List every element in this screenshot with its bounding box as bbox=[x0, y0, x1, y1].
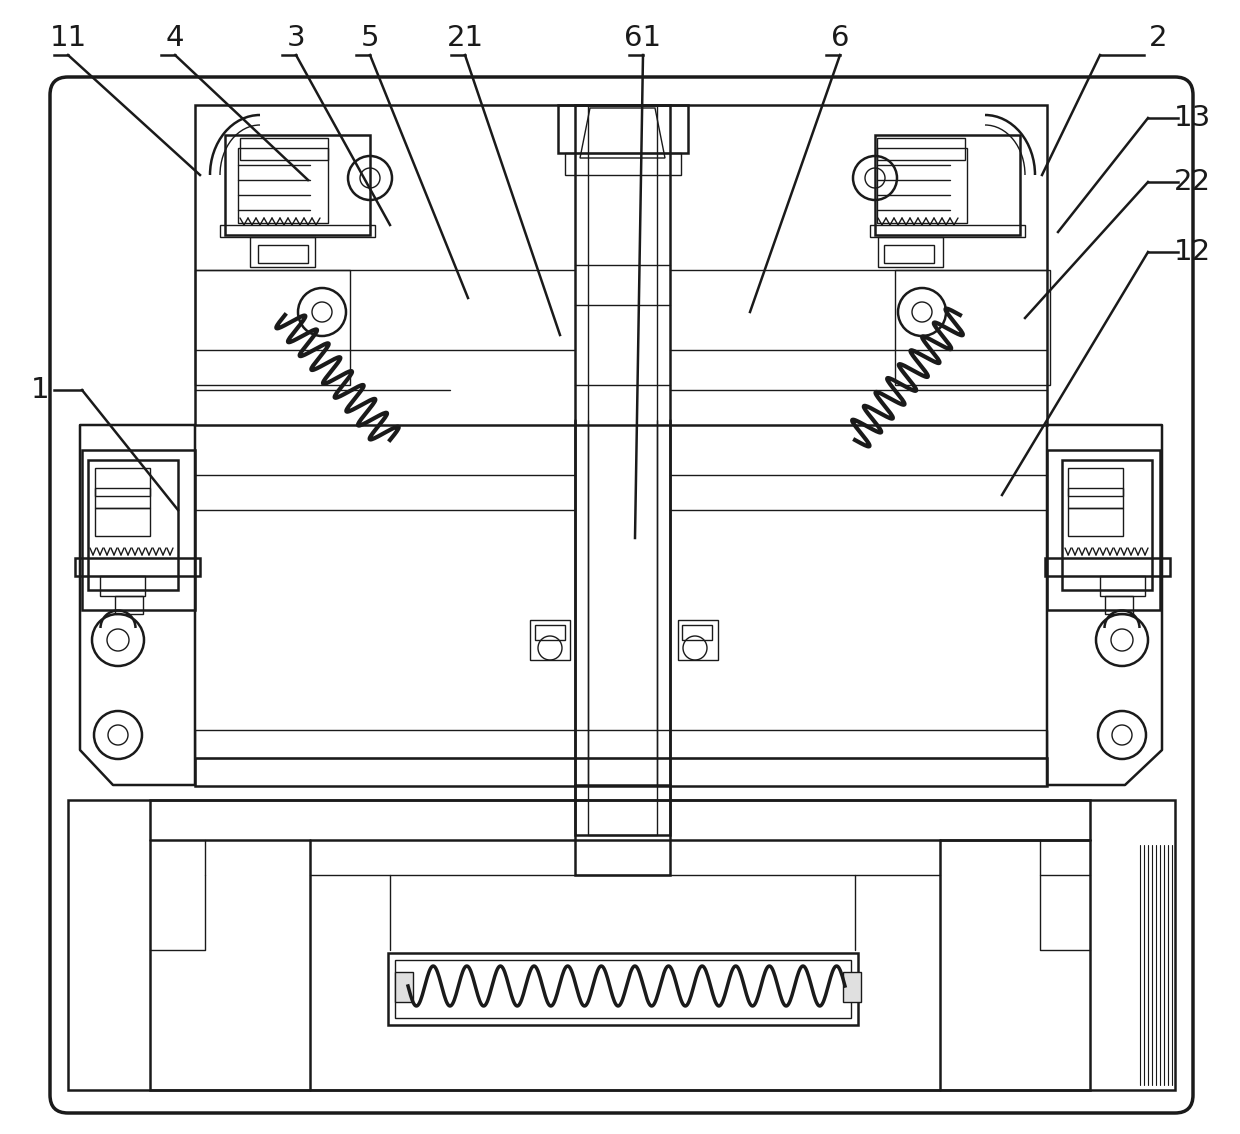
Bar bbox=[877, 149, 967, 223]
Text: 2: 2 bbox=[1148, 24, 1167, 52]
Text: 6: 6 bbox=[831, 24, 849, 52]
Text: 13: 13 bbox=[1173, 104, 1210, 132]
Text: 61: 61 bbox=[625, 24, 662, 52]
Bar bbox=[878, 237, 942, 266]
Bar bbox=[95, 468, 150, 496]
Text: 1: 1 bbox=[31, 376, 50, 404]
Bar bbox=[258, 245, 308, 263]
Bar bbox=[558, 105, 688, 153]
Text: 3: 3 bbox=[286, 24, 305, 52]
Bar bbox=[895, 270, 1050, 386]
Bar bbox=[588, 105, 657, 835]
Text: 12: 12 bbox=[1173, 238, 1210, 266]
Bar bbox=[115, 596, 143, 613]
Bar bbox=[575, 105, 670, 835]
Bar bbox=[1061, 460, 1152, 590]
Bar bbox=[396, 960, 851, 1018]
Bar bbox=[877, 138, 965, 160]
Bar bbox=[575, 785, 670, 875]
Bar bbox=[1045, 558, 1171, 576]
Bar bbox=[1105, 596, 1133, 613]
Bar bbox=[250, 237, 315, 266]
FancyBboxPatch shape bbox=[50, 77, 1193, 1112]
Bar bbox=[388, 953, 858, 1025]
Bar bbox=[870, 225, 1025, 237]
Bar bbox=[682, 625, 712, 640]
Text: 11: 11 bbox=[50, 24, 87, 52]
Bar bbox=[88, 460, 179, 590]
Bar bbox=[195, 105, 1047, 425]
Bar bbox=[1068, 508, 1123, 536]
Bar bbox=[195, 758, 1047, 786]
Bar bbox=[843, 972, 861, 1002]
Bar bbox=[884, 245, 934, 263]
Bar bbox=[1068, 468, 1123, 496]
Bar bbox=[195, 270, 350, 386]
Bar bbox=[238, 149, 329, 223]
Bar bbox=[195, 730, 1047, 758]
Bar bbox=[1068, 488, 1123, 508]
Bar bbox=[100, 576, 145, 596]
Bar bbox=[529, 620, 570, 660]
Text: 22: 22 bbox=[1173, 168, 1210, 196]
Bar bbox=[224, 135, 370, 235]
Bar bbox=[396, 972, 413, 1002]
Bar bbox=[534, 625, 565, 640]
Bar bbox=[68, 799, 1176, 1090]
Text: 21: 21 bbox=[446, 24, 484, 52]
Bar bbox=[95, 508, 150, 536]
Bar bbox=[74, 558, 200, 576]
Bar bbox=[219, 225, 374, 237]
Bar bbox=[678, 620, 718, 660]
Bar bbox=[875, 135, 1021, 235]
Text: 4: 4 bbox=[166, 24, 185, 52]
Bar bbox=[241, 138, 329, 160]
Bar bbox=[1100, 576, 1145, 596]
Bar bbox=[150, 799, 1090, 1090]
Bar bbox=[95, 488, 150, 508]
Bar bbox=[565, 153, 681, 175]
Text: 5: 5 bbox=[361, 24, 379, 52]
